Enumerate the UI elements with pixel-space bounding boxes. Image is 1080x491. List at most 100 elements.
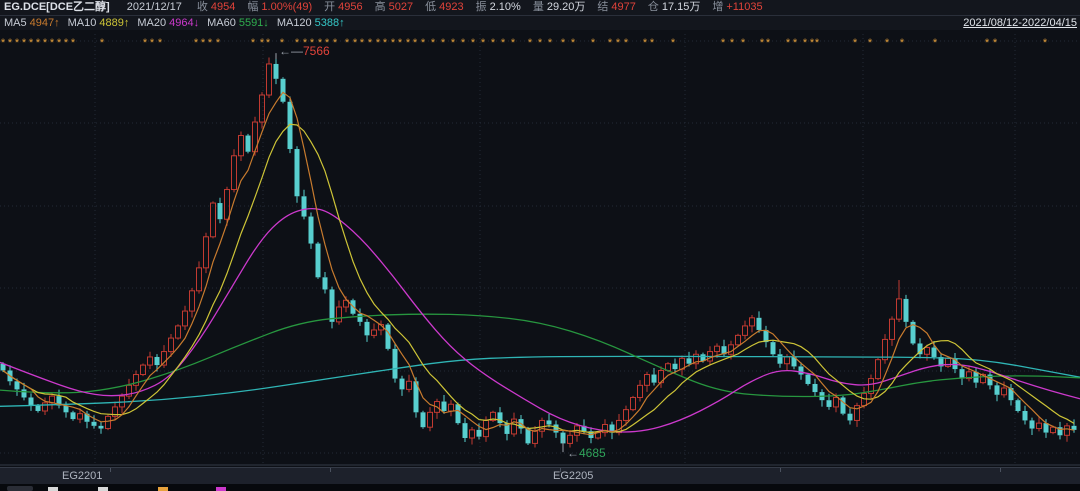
svg-text:*: * (501, 37, 506, 49)
field-value-change: 1.00%(49) (261, 1, 313, 13)
svg-text:*: * (591, 37, 596, 49)
svg-text:*: * (481, 37, 486, 49)
svg-text:*: * (318, 37, 323, 49)
field-label-oi-change: 增 (712, 1, 724, 13)
svg-text:*: * (760, 37, 765, 49)
svg-text:*: * (100, 37, 105, 49)
svg-text:*: * (251, 37, 256, 49)
field-label-settle: 结 (597, 1, 609, 13)
field-value-close: 4954 (210, 1, 236, 13)
quote-header-bar: EG.DCE[DCE乙二醇] 2021/12/17 收 4954 幅 1.00%(49… (0, 0, 1080, 16)
svg-text:*: * (803, 37, 808, 49)
svg-text:*: * (730, 37, 735, 49)
time-axis-tick (110, 468, 111, 472)
svg-text:*: * (413, 37, 418, 49)
instrument-symbol[interactable]: EG.DCE[DCE乙二醇] (4, 1, 110, 13)
ma60-line (0, 313, 1080, 398)
field-label-change: 幅 (247, 1, 259, 13)
ma-value-ma120: 5388↑ (314, 17, 345, 29)
ma120-line (0, 355, 1080, 407)
svg-text:*: * (786, 37, 791, 49)
svg-text:*: * (810, 37, 815, 49)
svg-text:*: * (933, 37, 938, 49)
svg-text:*: * (766, 37, 771, 49)
field-value-low: 4923 (439, 1, 464, 13)
svg-text:*: * (295, 37, 300, 49)
low-price-annotation: ←4685 (567, 446, 606, 460)
svg-text:*: * (158, 37, 163, 49)
svg-text:*: * (8, 37, 13, 49)
svg-text:*: * (985, 37, 990, 49)
event-marker-row: * * * * * * * * * * * * * * * * * * * * * * * * * * * * * * * * * * * * * * * *… (1, 37, 1048, 49)
svg-text:*: * (624, 37, 629, 49)
field-label-open: 开 (324, 1, 336, 13)
svg-text:*: * (368, 37, 373, 49)
svg-text:*: * (1043, 37, 1048, 49)
candlestick-chart-canvas[interactable]: * * * * * * * * * * * * * * * * * * * * * * * * * * * * * * * * * * * * * * * *… (0, 30, 1080, 467)
svg-text:*: * (325, 37, 330, 49)
svg-text:*: * (22, 37, 27, 49)
ma-value-ma5: 4947↑ (29, 17, 60, 29)
svg-text:*: * (853, 37, 858, 49)
ma10-line (2, 123, 1075, 434)
svg-text:*: * (993, 37, 998, 49)
candles-layer (0, 57, 1077, 449)
svg-text:*: * (310, 37, 315, 49)
svg-text:*: * (538, 37, 543, 49)
svg-text:*: * (650, 37, 655, 49)
svg-text:*: * (280, 37, 285, 49)
svg-text:*: * (868, 37, 873, 49)
field-value-open: 4956 (338, 1, 363, 13)
svg-text:*: * (360, 37, 365, 49)
time-axis-tick (780, 468, 781, 472)
svg-text:*: * (345, 37, 350, 49)
ma-legend-items: MA5 4947↑ MA10 4889↑ MA20 4964↓ MA60 5591↓ MA120… (0, 17, 345, 29)
svg-text:*: * (616, 37, 621, 49)
svg-text:*: * (201, 37, 206, 49)
ma-label-ma20: MA20 (137, 17, 167, 29)
svg-text:*: * (1, 37, 6, 49)
svg-text:*: * (815, 37, 820, 49)
time-axis-tick (330, 468, 331, 472)
svg-text:*: * (208, 37, 213, 49)
svg-text:*: * (303, 37, 308, 49)
legend-mark (158, 487, 168, 491)
legend-mark (216, 487, 226, 491)
field-label-volume: 量 (532, 1, 544, 13)
svg-text:*: * (900, 37, 905, 49)
annotations-layer: ←—7566 ←4685 (275, 44, 606, 460)
date-range-label[interactable]: 2021/08/12-2022/04/15 (963, 17, 1077, 29)
field-value-oi-change: +11035 (726, 1, 763, 13)
svg-text:*: * (150, 37, 155, 49)
contract-label-eg2205[interactable]: EG2205 (553, 470, 594, 482)
svg-text:*: * (608, 37, 613, 49)
svg-text:*: * (511, 37, 516, 49)
field-value-volume: 29.20万 (546, 1, 586, 13)
time-axis-tick (560, 468, 561, 472)
panel-button-stub[interactable] (7, 486, 33, 491)
svg-text:*: * (643, 37, 648, 49)
field-label-low: 低 (425, 1, 437, 13)
svg-text:*: * (15, 37, 20, 49)
svg-text:*: * (441, 37, 446, 49)
svg-text:*: * (528, 37, 533, 49)
ma-label-ma120: MA120 (276, 17, 312, 29)
field-label-high: 高 (374, 1, 386, 13)
field-value-high: 5027 (388, 1, 414, 13)
contract-axis-bar: EG2201 EG2205 (0, 467, 1080, 484)
contract-label-eg2201[interactable]: EG2201 (62, 470, 103, 482)
svg-text:*: * (571, 37, 576, 49)
svg-text:*: * (50, 37, 55, 49)
svg-text:*: * (383, 37, 388, 49)
svg-text:*: * (451, 37, 456, 49)
svg-text:*: * (64, 37, 69, 49)
ma-value-ma20: 4964↓ (169, 17, 200, 29)
field-value-settle: 4977 (611, 1, 636, 13)
svg-text:*: * (561, 37, 566, 49)
legend-mark (98, 487, 108, 491)
svg-text:*: * (721, 37, 726, 49)
svg-text:*: * (391, 37, 396, 49)
ma-legend-bar: MA5 4947↑ MA10 4889↑ MA20 4964↓ MA60 5591↓ MA120… (0, 16, 1080, 30)
field-value-amplitude: 2.10% (489, 1, 521, 13)
svg-text:*: * (143, 37, 148, 49)
